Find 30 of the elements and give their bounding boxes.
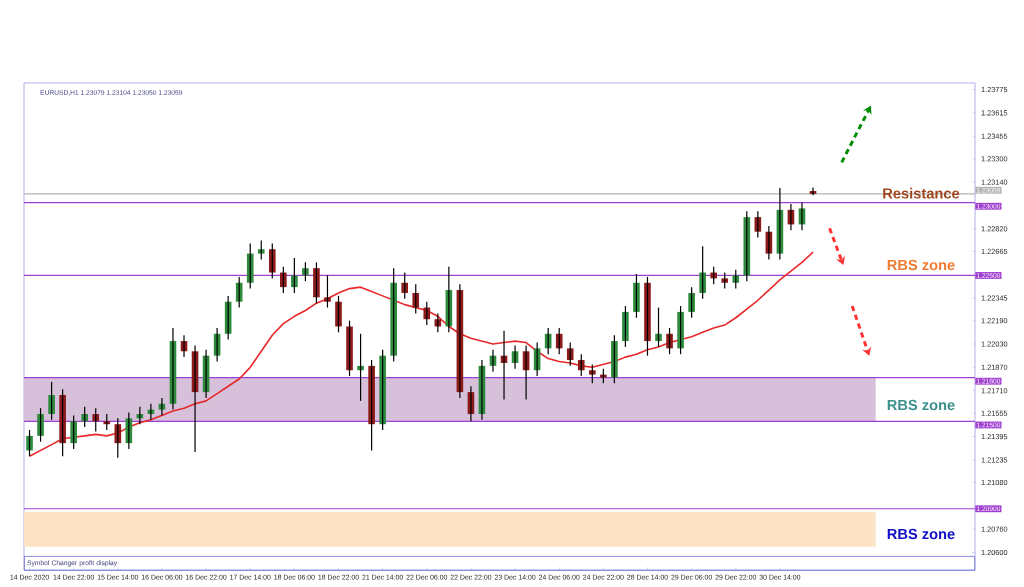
candlestick	[37, 407, 44, 443]
candlestick	[48, 381, 55, 421]
candlestick	[70, 414, 77, 450]
candlestick	[291, 257, 298, 294]
candlestick	[114, 417, 122, 459]
candlestick	[313, 261, 320, 304]
text: RBS zone	[887, 399, 955, 411]
candlestick	[379, 349, 386, 431]
text: RBS zone	[887, 528, 955, 540]
candlestick	[566, 341, 574, 367]
candlestick	[257, 239, 265, 261]
candlestick	[59, 388, 66, 457]
candlestick	[611, 334, 618, 384]
candlestick	[633, 273, 640, 319]
candlestick	[622, 305, 629, 348]
candlestick	[268, 242, 276, 279]
candlestick	[589, 363, 596, 384]
candlestick	[335, 295, 342, 333]
candlestick	[246, 242, 254, 290]
candlestick	[412, 283, 420, 314]
candlestick	[390, 267, 397, 363]
candlestick	[368, 359, 375, 452]
candlestick	[324, 274, 331, 309]
candlestick	[743, 210, 751, 282]
candlestick	[688, 286, 695, 319]
annotation: Resistance	[883, 187, 960, 199]
text: RBS zone	[887, 259, 955, 271]
candlestick	[732, 269, 740, 290]
candlestick	[644, 276, 651, 357]
candlestick	[677, 305, 684, 355]
